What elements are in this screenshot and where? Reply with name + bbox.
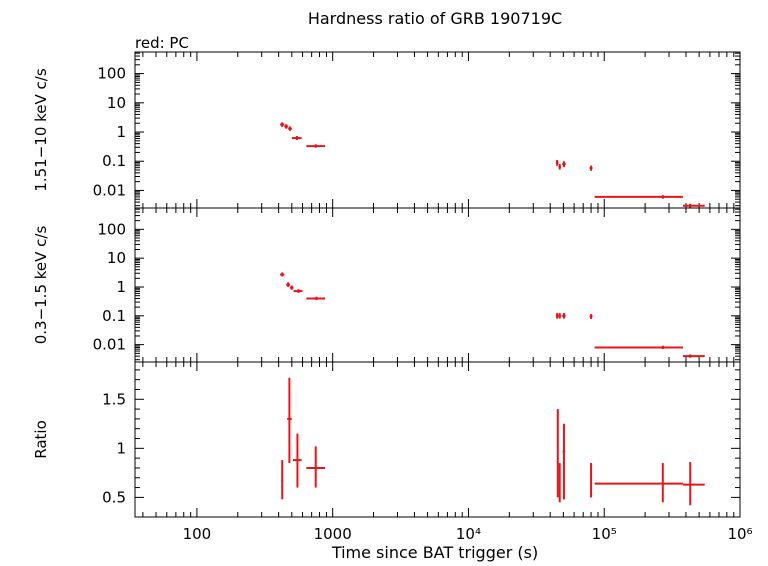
data-point: [594, 463, 683, 503]
panel-soft: 100 10 1 0.1 0.01 0.3−1.5 keV c/s: [32, 207, 741, 363]
x-ticks: [142, 208, 741, 362]
data-point: [280, 122, 285, 127]
y-ticks: [135, 369, 740, 498]
y-tick-label: 10: [107, 94, 126, 112]
x-tick-label: 10⁵: [592, 525, 617, 543]
data-point: [589, 314, 593, 319]
y-axis-label: 1.51−10 keV c/s: [32, 68, 50, 192]
x-tick-label: 10⁶: [727, 525, 752, 543]
data-series: [280, 122, 705, 208]
chart-title: Hardness ratio of GRB 190719C: [308, 9, 562, 28]
y-ticks: [135, 52, 740, 207]
data-point: [558, 463, 561, 503]
data-point: [286, 282, 291, 287]
data-point: [594, 195, 683, 199]
data-point: [287, 377, 292, 464]
data-point: [562, 313, 566, 319]
data-series: [280, 272, 705, 358]
panel-frame: [134, 361, 741, 518]
x-ticks: [142, 362, 741, 517]
x-tick-label: 100: [183, 525, 212, 543]
x-tick-labels: 100 1000 10⁴ 10⁵ 10⁶: [183, 525, 753, 543]
y-tick-label: 10: [107, 249, 126, 267]
x-tick-label: 1000: [314, 525, 352, 543]
panel-hard: 100 10 1 0.1 0.01 1.51−10 keV c/s: [32, 51, 741, 209]
y-tick-label: 1: [116, 278, 126, 296]
x-axis-label: Time since BAT trigger (s): [331, 543, 538, 562]
data-point: [555, 313, 559, 319]
data-point: [558, 164, 561, 170]
data-series: [281, 377, 705, 506]
y-tick-label: 100: [97, 220, 126, 238]
data-point: [280, 272, 285, 277]
data-point: [558, 313, 561, 319]
y-ticks: [135, 208, 740, 361]
data-point: [562, 423, 566, 500]
data-point: [288, 126, 292, 131]
data-point: [306, 296, 326, 301]
data-point: [291, 136, 302, 141]
data-point: [682, 203, 705, 208]
data-point: [562, 161, 566, 168]
y-tick-label: 1: [116, 123, 126, 141]
x-tick-label: 10⁴: [456, 525, 481, 543]
data-point: [284, 124, 289, 129]
y-axis-label: Ratio: [32, 420, 50, 459]
y-tick-label: 0.1: [102, 152, 126, 170]
data-point: [555, 160, 559, 166]
panel-ratio: 1.5 1 0.5 Ratio: [32, 361, 741, 518]
chart-subtitle: red: PC: [135, 34, 189, 52]
data-point: [306, 144, 326, 148]
y-axis-label: 0.3−1.5 keV c/s: [32, 226, 50, 345]
y-tick-label: 0.01: [93, 181, 126, 199]
data-point: [556, 409, 559, 498]
data-point: [682, 462, 705, 506]
y-tick-label: 0.01: [93, 336, 126, 354]
panel-frame: [134, 51, 741, 209]
data-point: [589, 165, 593, 171]
x-ticks: [142, 52, 741, 208]
y-tick-label: 1: [116, 439, 126, 457]
data-point: [594, 345, 683, 350]
y-tick-label: 0.1: [102, 307, 126, 325]
panel-frame: [134, 207, 741, 363]
y-tick-label: 100: [97, 65, 126, 83]
data-point: [293, 289, 303, 293]
data-point: [281, 460, 284, 500]
y-tick-label: 1.5: [102, 390, 126, 408]
chart-panels: 100 10 1 0.1 0.01 1.51−10 keV c/s 100 10 1 0.1 0.0…: [32, 51, 753, 543]
y-tick-label: 0.5: [102, 488, 126, 506]
data-point: [292, 433, 302, 488]
data-point: [682, 354, 705, 358]
data-point: [306, 446, 326, 488]
data-point: [290, 285, 294, 290]
data-point: [590, 463, 593, 498]
